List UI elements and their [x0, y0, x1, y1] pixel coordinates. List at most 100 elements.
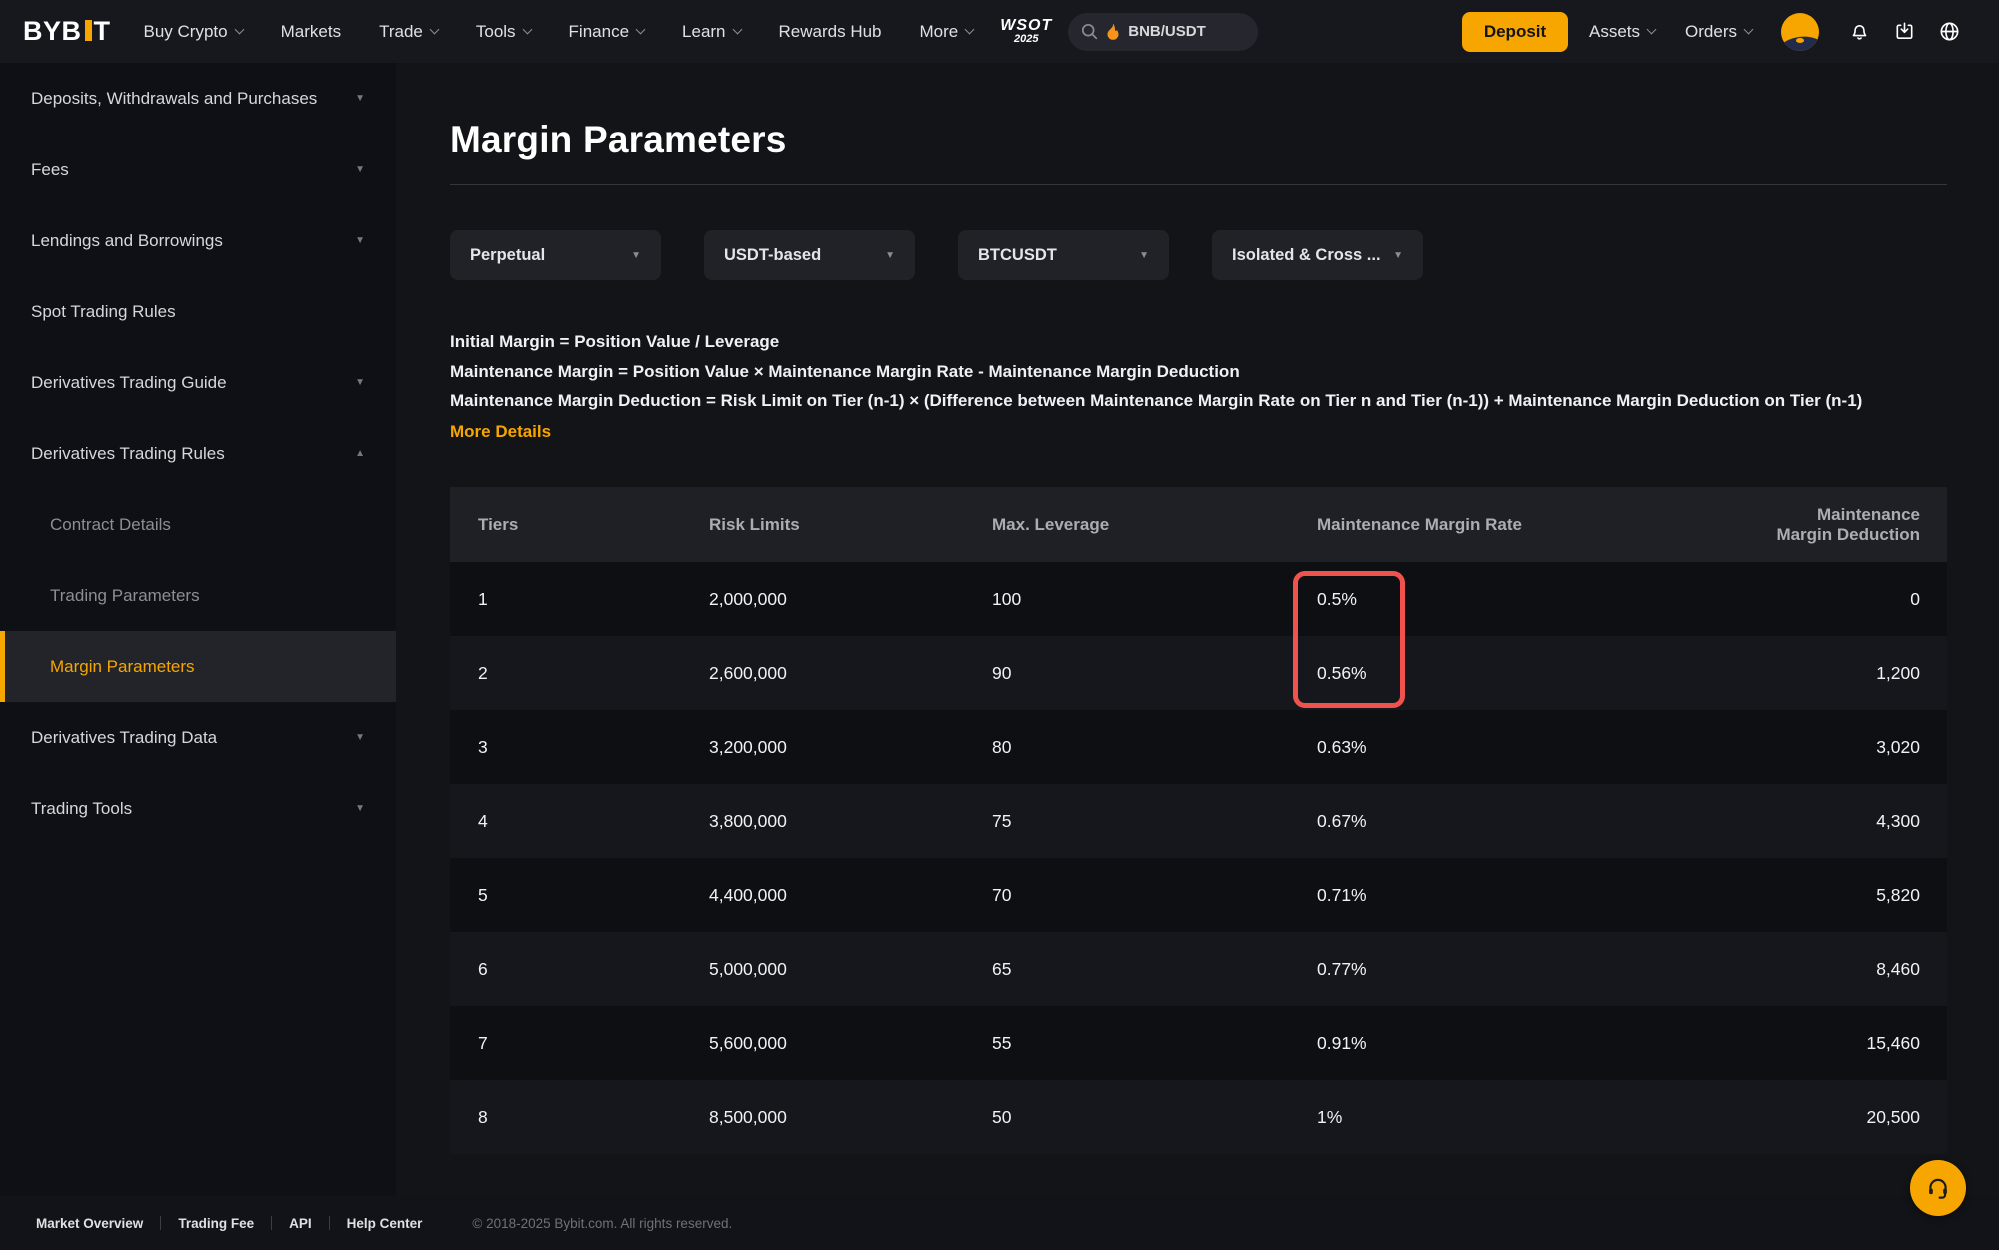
header-cell-tiers: Tiers: [478, 514, 519, 534]
formula-block: Initial Margin = Position Value / Levera…: [450, 327, 1947, 446]
formula-initial-margin: Initial Margin = Position Value / Levera…: [450, 332, 780, 351]
nav-item-buy-crypto[interactable]: Buy Crypto: [125, 0, 262, 63]
table-row: 6 5,000,000 65 0.77% 8,460: [450, 932, 1947, 1006]
table-row: 7 5,600,000 55 0.91% 15,460: [450, 1006, 1947, 1080]
support-chat-button[interactable]: [1910, 1160, 1966, 1216]
deposit-button[interactable]: Deposit: [1462, 11, 1568, 52]
chevron-down-icon: ▼: [355, 377, 365, 388]
sidebar-item-deposits-withdrawals[interactable]: Deposits, Withdrawals and Purchases ▼: [31, 88, 365, 108]
table-row: 4 3,800,000 75 0.67% 4,300: [450, 784, 1947, 858]
sidebar-item-derivatives-trading-rules[interactable]: Derivatives Trading Rules ▲: [31, 443, 365, 463]
sidebar-item-derivatives-trading-data[interactable]: Derivatives Trading Data ▼: [31, 727, 365, 747]
footer-link-trading-fee[interactable]: Trading Fee: [178, 1215, 255, 1231]
chevron-down-icon: ▼: [1139, 249, 1149, 261]
header-cell-mm-rate: Maintenance Margin Rate: [1317, 514, 1522, 534]
footer-separator: [328, 1216, 330, 1230]
sidebar-item-trading-parameters[interactable]: Trading Parameters: [50, 585, 200, 605]
nav-item-learn[interactable]: Learn: [663, 0, 759, 63]
headset-icon: [1929, 1178, 1947, 1199]
settlement-dropdown[interactable]: USDT-based ▼: [704, 230, 915, 280]
chevron-down-icon: [1743, 24, 1754, 35]
main-content: Margin Parameters Perpetual ▼ USDT-based ▼…: [396, 63, 1999, 1196]
orders-menu[interactable]: Orders: [1670, 0, 1767, 63]
chevron-down-icon: ▼: [355, 803, 365, 814]
nav-item-more[interactable]: More: [901, 0, 993, 63]
wsot-2025-logo[interactable]: WSOT 2025: [1000, 17, 1053, 46]
chevron-down-icon: [234, 24, 245, 35]
chevron-up-icon: ▲: [355, 448, 365, 459]
page-body: Deposits, Withdrawals and Purchases ▼ Fee…: [0, 63, 1999, 1196]
header-cell-risk-limits: Risk Limits: [709, 514, 800, 534]
footer-link-api[interactable]: API: [289, 1215, 312, 1231]
logo-orange-i: [84, 20, 92, 41]
primary-nav: Buy Crypto Markets Trade Tools Finance L…: [125, 0, 993, 63]
header-cell-max-leverage: Max. Leverage: [992, 514, 1110, 534]
table-row: 3 3,200,000 80 0.63% 3,020: [450, 710, 1947, 784]
chevron-down-icon: ▼: [631, 249, 641, 261]
margin-mode-dropdown[interactable]: Isolated & Cross ... ▼: [1212, 230, 1423, 280]
sidebar: Deposits, Withdrawals and Purchases ▼ Fee…: [0, 63, 396, 1196]
chevron-down-icon: ▼: [355, 164, 365, 175]
search-value: BNB/USDT: [1128, 23, 1206, 40]
flame-icon: [1107, 23, 1119, 40]
footer-separator: [271, 1216, 273, 1230]
user-avatar[interactable]: [1781, 12, 1819, 51]
bybit-logo[interactable]: BYB T: [23, 16, 111, 47]
table-row: 8 8,500,000 50 1% 20,500: [450, 1080, 1947, 1154]
table-row: 2 2,600,000 90 0.56% 1,200: [450, 636, 1947, 710]
table-row: 1 2,000,000 100 0.5% 0: [450, 562, 1947, 636]
sidebar-item-contract-details[interactable]: Contract Details: [50, 514, 171, 534]
downloads-button[interactable]: [1893, 20, 1916, 43]
table-header: Tiers Risk Limits Max. Leverage Maintena…: [450, 487, 1947, 562]
margin-parameters-table: Tiers Risk Limits Max. Leverage Maintena…: [450, 487, 1947, 1154]
chevron-down-icon: ▼: [1393, 249, 1403, 261]
product-type-dropdown[interactable]: Perpetual ▼: [450, 230, 661, 280]
nav-item-tools[interactable]: Tools: [457, 0, 550, 63]
top-navbar: BYB T Buy Crypto Markets Trade Tools Fin…: [0, 0, 1999, 63]
bell-icon: [1852, 25, 1867, 40]
chevron-down-icon: ▼: [355, 93, 365, 104]
chevron-down-icon: [1646, 24, 1657, 35]
more-details-link[interactable]: More Details: [450, 421, 552, 441]
assets-menu[interactable]: Assets: [1574, 0, 1670, 63]
nav-item-markets[interactable]: Markets: [280, 21, 342, 41]
formula-maintenance-margin-deduction: Maintenance Margin Deduction = Risk Limi…: [450, 391, 1863, 410]
language-button[interactable]: [1938, 20, 1961, 43]
table-row: 5 4,400,000 70 0.71% 5,820: [450, 858, 1947, 932]
sidebar-item-trading-tools[interactable]: Trading Tools ▼: [31, 798, 365, 818]
sidebar-item-lendings-borrowings[interactable]: Lendings and Borrowings ▼: [31, 230, 365, 250]
contract-dropdown[interactable]: BTCUSDT ▼: [958, 230, 1169, 280]
logo-text-right: T: [93, 16, 111, 46]
nav-item-rewards-hub[interactable]: Rewards Hub: [778, 21, 882, 41]
chevron-down-icon: [635, 24, 646, 35]
navbar-right: Deposit Assets Orders: [1462, 0, 1972, 63]
table-body: 1 2,000,000 100 0.5% 0 2 2,600,000 90 0.56% 1,20…: [450, 562, 1947, 1154]
logo-text-left: BYB: [23, 16, 82, 46]
nav-item-trade[interactable]: Trade: [360, 0, 457, 63]
page-title: Margin Parameters: [450, 119, 787, 160]
footer-link-market-overview[interactable]: Market Overview: [36, 1215, 144, 1231]
chevron-down-icon: [522, 24, 532, 35]
footer-separator: [160, 1216, 162, 1230]
footer: Market Overview Trading Fee API Help Cen…: [0, 1196, 1999, 1250]
nav-item-finance[interactable]: Finance: [550, 0, 663, 63]
sidebar-item-margin-parameters[interactable]: Margin Parameters: [0, 631, 396, 702]
sidebar-item-derivatives-trading-guide[interactable]: Derivatives Trading Guide ▼: [31, 372, 365, 392]
formula-maintenance-margin: Maintenance Margin = Position Value × Ma…: [450, 361, 1240, 381]
download-icon: [1896, 22, 1913, 40]
search-icon: [1082, 23, 1098, 40]
notifications-button[interactable]: [1848, 20, 1871, 43]
globe-icon: [1940, 22, 1959, 41]
filter-bar: Perpetual ▼ USDT-based ▼ BTCUSDT ▼ Isolated…: [450, 230, 1947, 280]
chevron-down-icon: [964, 24, 975, 35]
search-input[interactable]: BNB/USDT: [1068, 12, 1259, 51]
chevron-down-icon: ▼: [885, 249, 895, 261]
footer-link-help-center[interactable]: Help Center: [346, 1215, 423, 1231]
chevron-down-icon: ▼: [355, 732, 365, 743]
chevron-down-icon: ▼: [355, 235, 365, 246]
copyright-text: © 2018-2025 Bybit.com. All rights reserv…: [472, 1215, 733, 1231]
sidebar-item-spot-trading-rules[interactable]: Spot Trading Rules: [31, 301, 176, 321]
header-cell-mm-deduction: Maintenance Margin Deduction: [1776, 504, 1920, 544]
sidebar-item-fees[interactable]: Fees ▼: [31, 159, 365, 179]
